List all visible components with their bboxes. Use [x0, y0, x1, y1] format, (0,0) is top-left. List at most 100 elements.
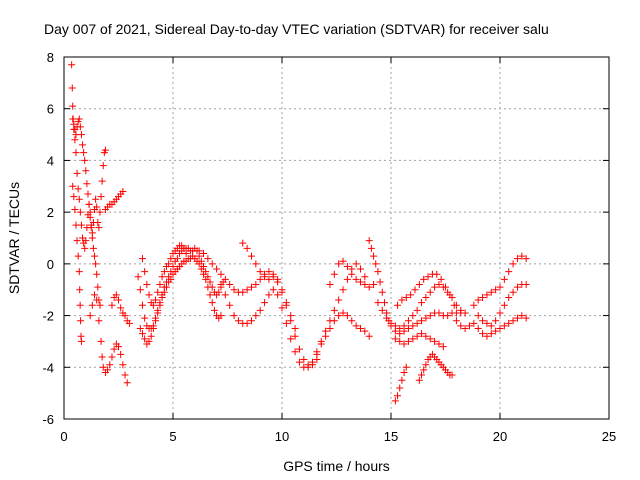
- data-point: [374, 268, 382, 276]
- data-point: [204, 283, 212, 291]
- data-point: [256, 268, 264, 276]
- data-point: [330, 317, 338, 325]
- data-point: [200, 270, 208, 278]
- data-point: [95, 317, 103, 325]
- data-point: [180, 244, 188, 252]
- data-point: [291, 348, 299, 356]
- data-point: [291, 325, 299, 332]
- data-point: [278, 304, 286, 312]
- data-point: [339, 286, 347, 294]
- data-point: [226, 301, 234, 309]
- data-point: [108, 353, 116, 361]
- data-point: [356, 265, 364, 273]
- data-point: [81, 244, 89, 252]
- data-point: [376, 278, 384, 286]
- data-point: [96, 208, 104, 216]
- data-point: [426, 312, 434, 320]
- data-point: [282, 299, 290, 307]
- series-track-m: [313, 309, 373, 358]
- data-point: [94, 218, 102, 226]
- data-point: [76, 286, 84, 294]
- data-point: [156, 281, 164, 289]
- data-point: [500, 275, 508, 283]
- data-point: [431, 337, 439, 345]
- data-point: [117, 304, 125, 312]
- data-point: [149, 301, 157, 309]
- chart-title: Day 007 of 2021, Sidereal Day-to-day VTE…: [44, 21, 549, 37]
- data-point: [162, 283, 170, 291]
- data-point: [474, 325, 482, 332]
- data-point: [123, 379, 131, 387]
- data-point: [256, 306, 264, 314]
- data-point: [76, 301, 84, 309]
- data-point: [378, 288, 386, 296]
- data-point: [487, 322, 495, 330]
- data-point: [500, 301, 508, 309]
- x-axis-label: GPS time / hours: [283, 458, 390, 474]
- data-point: [518, 312, 526, 320]
- data-point: [210, 306, 218, 314]
- data-point: [72, 221, 80, 229]
- data-point: [479, 330, 487, 338]
- data-point: [94, 283, 102, 291]
- data-point: [252, 312, 260, 320]
- data-point: [465, 322, 473, 330]
- series-track-r: [394, 270, 458, 309]
- data-point: [230, 312, 238, 320]
- data-point: [147, 332, 155, 340]
- data-point: [247, 252, 255, 260]
- data-point: [76, 123, 84, 131]
- data-point: [119, 361, 127, 369]
- data-point: [361, 281, 369, 289]
- data-point: [435, 340, 443, 348]
- points-layer: [68, 61, 530, 405]
- data-point: [492, 327, 500, 335]
- data-point: [330, 270, 338, 278]
- data-point: [119, 187, 127, 195]
- data-point: [73, 237, 81, 245]
- series-track-d: [101, 187, 127, 214]
- data-point: [492, 286, 500, 294]
- data-point: [265, 291, 273, 299]
- data-point: [138, 301, 146, 309]
- data-point: [217, 312, 225, 320]
- data-point: [73, 169, 81, 177]
- data-point: [452, 317, 460, 325]
- data-point: [106, 361, 114, 369]
- data-point: [400, 368, 408, 376]
- x-tick-label: 25: [602, 429, 616, 444]
- data-point: [343, 275, 351, 283]
- data-point: [352, 275, 360, 283]
- data-point: [513, 314, 521, 322]
- data-point: [415, 376, 423, 384]
- data-point: [522, 255, 530, 263]
- data-point: [274, 291, 282, 299]
- grid-layer: [64, 57, 609, 419]
- data-point: [439, 343, 447, 351]
- data-point: [513, 283, 521, 291]
- y-tick-label: 6: [47, 102, 54, 117]
- data-point: [141, 314, 149, 322]
- data-point: [343, 262, 351, 270]
- data-point: [433, 270, 441, 278]
- data-point: [372, 260, 380, 268]
- data-point: [505, 293, 513, 301]
- data-point: [309, 358, 317, 366]
- data-point: [93, 270, 101, 278]
- data-point: [69, 115, 77, 123]
- data-point: [437, 275, 445, 283]
- data-point: [287, 312, 295, 320]
- data-point: [261, 299, 269, 307]
- series-track-b: [69, 115, 104, 309]
- series-track-f: [108, 291, 133, 327]
- data-point: [322, 332, 330, 340]
- data-point: [448, 371, 456, 379]
- data-point: [404, 337, 412, 345]
- data-point: [424, 273, 432, 281]
- data-point: [69, 182, 77, 190]
- data-point: [426, 335, 434, 343]
- data-point: [72, 149, 80, 157]
- data-point: [149, 325, 157, 332]
- data-point: [110, 345, 118, 353]
- data-point: [215, 288, 223, 296]
